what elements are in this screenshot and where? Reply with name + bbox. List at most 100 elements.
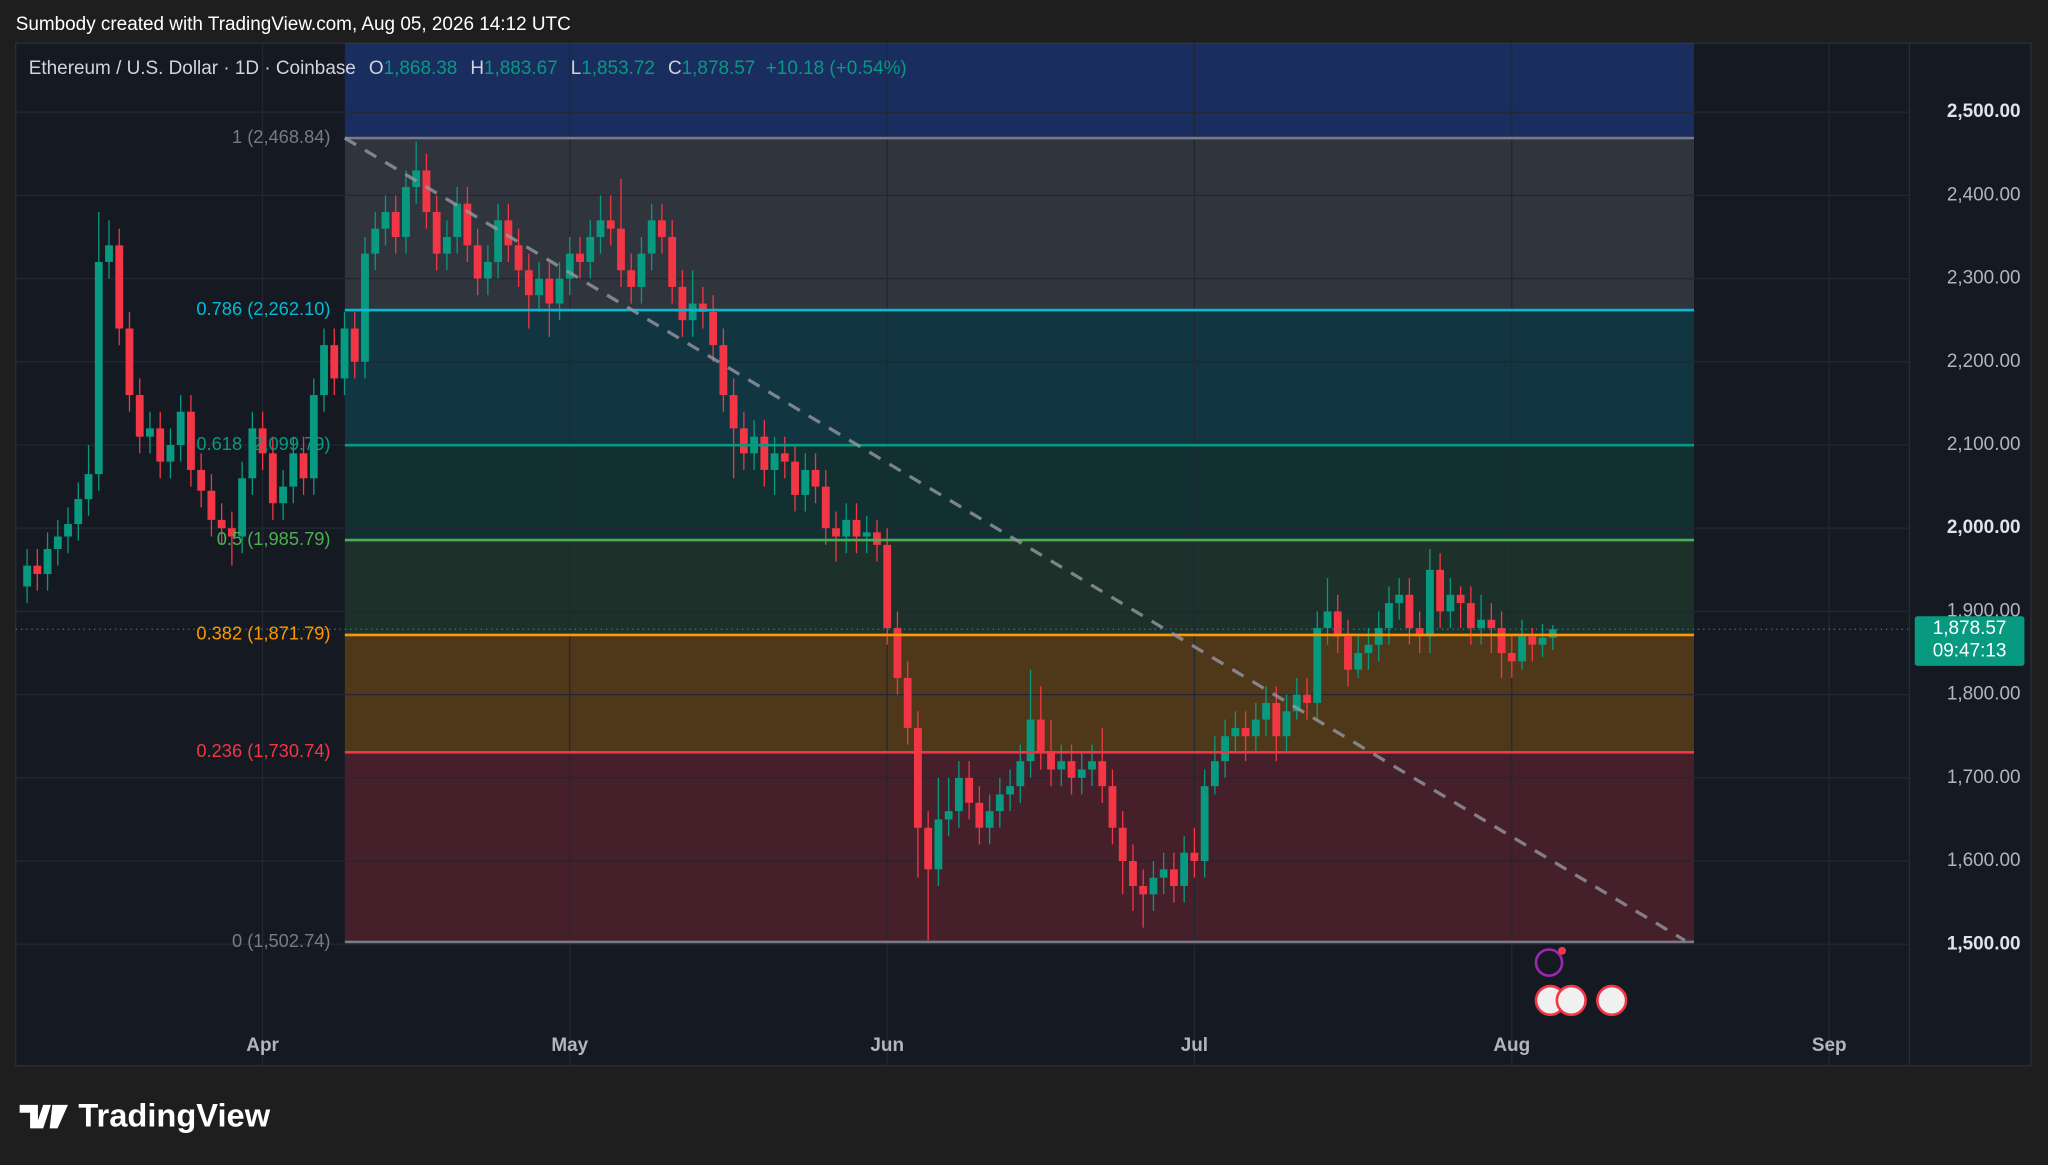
candle-body: [1118, 827, 1127, 862]
candle-body: [678, 286, 687, 321]
candle-body: [371, 228, 380, 254]
candle-body: [432, 212, 441, 254]
candle-body: [535, 278, 543, 296]
candle-body: [545, 278, 554, 304]
candle-body: [627, 270, 636, 287]
y-tick-label: 2,100.00: [1947, 434, 2021, 455]
candle-body: [709, 311, 718, 346]
candle-body: [350, 328, 359, 362]
candle-body: [289, 453, 298, 487]
candle-body: [1129, 861, 1137, 887]
candle-body: [1251, 719, 1260, 737]
y-tick-label: 1,500.00: [1947, 933, 2021, 954]
candle-body: [217, 519, 226, 529]
candle-body: [852, 519, 861, 537]
countdown-label: 09:47:13: [1933, 640, 2007, 661]
candle-body: [53, 536, 62, 550]
candle-body: [524, 270, 533, 296]
candle-body: [1374, 628, 1383, 645]
y-tick-label: 1,800.00: [1947, 684, 2021, 705]
candle-body: [381, 212, 390, 229]
trend-line: [344, 136, 1686, 942]
event-icon: [1555, 984, 1587, 1017]
x-tick-label: Jun: [870, 1035, 904, 1056]
candle-body: [1548, 629, 1557, 638]
candle-body: [320, 345, 328, 396]
candle-body: [954, 777, 963, 812]
candle-body: [1262, 702, 1270, 720]
candle-body: [514, 245, 523, 271]
candle-body: [1364, 644, 1373, 654]
candle-body: [412, 170, 421, 188]
candle-body: [1477, 619, 1486, 629]
candle-body: [453, 203, 462, 237]
candle-body: [1108, 786, 1117, 828]
candle-body: [565, 253, 574, 279]
legend-key: H: [470, 58, 484, 79]
overlay-layer: 1 (2,468.84) 0.786 (2,262.10) 0.618 (2,099…: [15, 126, 1910, 951]
event-icon: [1534, 948, 1564, 977]
candle-body: [842, 519, 851, 537]
candle-body: [1210, 761, 1219, 787]
legend-key: C: [668, 58, 682, 79]
candle-body: [1098, 761, 1107, 787]
legend-value: 1,868.38: [384, 58, 458, 79]
candle-body: [463, 203, 472, 246]
fib-level-label: 0.382 (1,871.79): [196, 623, 330, 644]
x-tick-label: May: [551, 1035, 588, 1056]
candle-body: [1231, 727, 1240, 737]
candle-body: [1436, 569, 1445, 612]
candle-body: [1446, 594, 1455, 612]
candle-body: [934, 819, 943, 870]
candle-body: [74, 499, 83, 525]
candle-body: [1200, 786, 1209, 862]
legend: Ethereum / U.S. Dollar · 1D · Coinbase O1…: [29, 58, 907, 79]
y-tick-label: 2,500.00: [1947, 101, 2021, 122]
candle-body: [1190, 852, 1199, 862]
candle-body: [719, 345, 728, 396]
candle-body: [135, 395, 144, 437]
fib-level-label: 1 (2,468.84): [232, 126, 331, 147]
candle-body: [473, 245, 482, 279]
event-icon: [1596, 984, 1628, 1017]
y-tick-label: 2,200.00: [1947, 351, 2021, 372]
candle-body: [483, 261, 492, 279]
candle-body: [1507, 653, 1516, 662]
legend-key: L: [571, 58, 582, 79]
candle-body: [903, 677, 912, 728]
candle-body: [811, 469, 820, 487]
fib-level-label: 0.618 (2,099.79): [196, 433, 330, 454]
candle-body: [1497, 628, 1506, 654]
candle-body: [1159, 869, 1168, 878]
candle-body: [647, 220, 656, 254]
candle-body: [176, 411, 185, 445]
candle-body: [1149, 877, 1158, 895]
candle-body: [504, 220, 513, 246]
candle-body: [586, 236, 595, 262]
plot-area: [15, 42, 2032, 1067]
x-tick-label: Aug: [1493, 1035, 1530, 1056]
candle-body: [1313, 628, 1322, 703]
candle-body: [1241, 727, 1250, 737]
candle-body: [1026, 719, 1035, 762]
y-tick-label: 2,000.00: [1947, 517, 2021, 538]
candle-body: [985, 811, 994, 828]
candle-body: [893, 628, 902, 678]
candle-body: [1169, 869, 1178, 887]
candle-body: [658, 220, 666, 237]
logo: TradingView: [19, 1097, 271, 1134]
candle-body: [258, 428, 267, 454]
candle-body: [760, 436, 769, 470]
legend-symbol: Ethereum / U.S. Dollar · 1D · Coinbase: [29, 58, 356, 79]
candle-body: [975, 802, 984, 828]
candle-body: [606, 220, 615, 229]
candle-body: [944, 811, 953, 820]
candle-body: [770, 453, 779, 470]
candle-body: [1067, 761, 1076, 778]
fib-level-label: 0.5 (1,985.79): [217, 528, 331, 549]
x-tick-label: Sep: [1812, 1035, 1847, 1056]
fib-band: [344, 310, 1695, 446]
candle-body: [1405, 594, 1414, 629]
candle-body: [914, 727, 922, 828]
